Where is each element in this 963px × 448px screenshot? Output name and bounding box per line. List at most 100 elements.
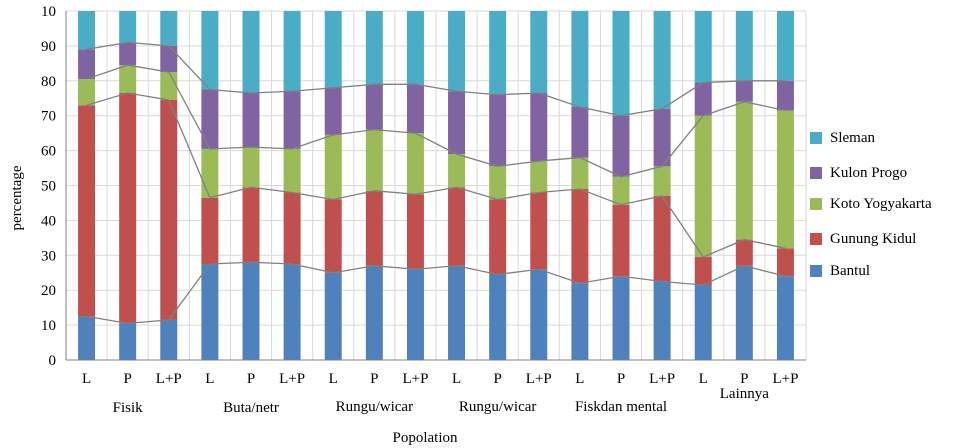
bar-segment: [612, 276, 630, 360]
bar-segment: [119, 11, 137, 43]
legend-label: Koto Yogyakarta: [830, 195, 932, 212]
bar-segment: [571, 157, 589, 189]
legend-item: Bantul: [810, 261, 870, 281]
x-tick-label: P: [493, 371, 501, 387]
bar-segment: [489, 11, 507, 95]
bar-segment: [160, 11, 178, 46]
y-tick-label: 30: [41, 248, 56, 264]
bar-segment: [448, 154, 466, 188]
bar-segment: [119, 93, 137, 324]
bar-segment: [571, 11, 589, 107]
bar-segment: [406, 269, 424, 360]
bar-segment: [119, 323, 137, 360]
bar-segment: [406, 133, 424, 195]
legend-item: Kulon Progo: [810, 163, 907, 183]
series-lines: [86, 41, 786, 325]
legend-label: Gunung Kidul: [830, 230, 917, 247]
bar-segment: [201, 264, 219, 360]
bar-segment: [694, 257, 712, 285]
bar-segment: [448, 265, 466, 360]
bar-segment: [160, 319, 178, 360]
bar-segment: [324, 11, 342, 88]
bar-segment: [776, 248, 794, 277]
group-label: Rungu/wicar: [336, 399, 413, 415]
bar-segment: [694, 115, 712, 258]
bar-segment: [119, 42, 137, 66]
legend-label: Sleman: [830, 129, 875, 146]
bar-segment: [448, 11, 466, 92]
bar-segment: [201, 197, 219, 265]
y-tick-label: 10: [41, 4, 56, 20]
bar-segment: [489, 94, 507, 167]
bar-segment: [242, 262, 260, 360]
y-tick-label: 40: [41, 213, 56, 229]
bar-segment: [365, 265, 383, 360]
series-connector-line: [86, 41, 786, 117]
bar-segment: [530, 93, 548, 162]
bar-segment: [653, 11, 671, 109]
x-tick-label: L+P: [649, 371, 675, 387]
x-tick-label: L+P: [772, 371, 798, 387]
bar-segment: [365, 129, 383, 191]
bars: [78, 11, 794, 360]
y-tick-label: 0: [49, 353, 57, 369]
bar-segment: [324, 87, 342, 135]
bar-segment: [776, 11, 794, 81]
bar-segment: [78, 49, 96, 80]
bar-segment: [78, 316, 96, 360]
series-connector-line: [86, 92, 786, 258]
x-tick-label: P: [370, 371, 378, 387]
x-tick-label: L: [82, 371, 91, 387]
bar-segment: [612, 115, 630, 177]
bar-segment: [160, 99, 178, 320]
bar-segment: [406, 11, 424, 85]
bar-segment: [283, 148, 301, 193]
bar-segment: [119, 65, 137, 94]
bar-segment: [776, 80, 794, 111]
y-tick-label: 90: [41, 39, 56, 55]
bar-segment: [283, 264, 301, 360]
bar-segment: [324, 199, 342, 273]
bar-segment: [283, 11, 301, 92]
bar-segment: [365, 11, 383, 85]
y-tick-label: 80: [41, 74, 56, 90]
x-axis-title: Popolation: [392, 430, 458, 446]
bar-segment: [448, 91, 466, 155]
bar-segment: [653, 281, 671, 360]
bar-segment: [653, 108, 671, 167]
y-tick-label: 10: [41, 318, 56, 334]
bar-segment: [653, 195, 671, 282]
x-tick-label: L+P: [156, 371, 182, 387]
legend-item: Koto Yogyakarta: [810, 194, 932, 214]
bar-segment: [489, 166, 507, 200]
x-tick-label: L+P: [402, 371, 428, 387]
bar-segment: [489, 274, 507, 360]
bar-segment: [242, 187, 260, 263]
bar-segment: [530, 161, 548, 193]
bar-segment: [365, 190, 383, 266]
bar-segment: [612, 204, 630, 277]
y-axis-title: percentage: [9, 165, 25, 230]
y-tick-label: 20: [41, 283, 56, 299]
x-tick-label: L: [205, 371, 214, 387]
bar-segment: [735, 80, 753, 102]
bar-segment: [530, 11, 548, 94]
x-tick-label: P: [123, 371, 131, 387]
x-tick-label: P: [247, 371, 255, 387]
bar-segment: [160, 45, 178, 73]
bar-segment: [694, 284, 712, 360]
bar-segment: [324, 272, 342, 360]
legend-swatch: [810, 167, 822, 179]
bar-segment: [735, 11, 753, 81]
bar-segment: [489, 199, 507, 275]
bar-segment: [242, 93, 260, 148]
bar-segment: [571, 188, 589, 284]
bar-segment: [530, 192, 548, 270]
bar-segment: [735, 239, 753, 266]
bar-segment: [612, 11, 630, 116]
bar-segment: [242, 147, 260, 188]
series-connector-line: [86, 64, 786, 178]
bar-segment: [365, 84, 383, 130]
bar-segment: [735, 265, 753, 360]
bar-segment: [78, 11, 96, 50]
